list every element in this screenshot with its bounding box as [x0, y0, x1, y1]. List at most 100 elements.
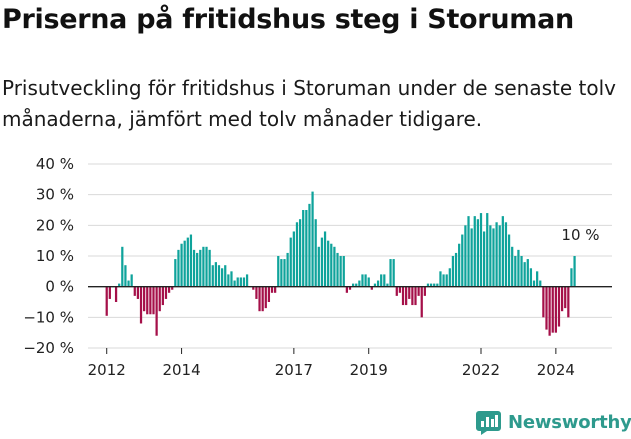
bar [420, 286, 423, 318]
bar [523, 262, 526, 287]
bar [501, 216, 504, 287]
bar [255, 286, 258, 299]
bar [108, 286, 111, 299]
bar [320, 237, 324, 287]
bar [314, 219, 317, 287]
bar [105, 286, 108, 316]
bar [526, 259, 529, 287]
x-tick-label: 2024 [537, 361, 575, 379]
bar [570, 268, 573, 287]
bar [492, 228, 495, 287]
bar [283, 259, 286, 287]
bar [177, 249, 180, 287]
bar [423, 286, 426, 296]
bar [517, 249, 520, 287]
bar [230, 271, 233, 287]
bar [376, 280, 380, 287]
bar [171, 286, 174, 290]
bar [548, 286, 551, 336]
y-tick-label: 30 % [36, 186, 74, 204]
bar [236, 277, 239, 287]
bar [192, 249, 196, 287]
bar [258, 286, 261, 312]
bar [336, 252, 339, 287]
bar [270, 286, 274, 293]
bar [373, 283, 377, 287]
bar [560, 286, 564, 312]
bar [461, 234, 464, 287]
chart-subtitle: Prisutveckling för fritidshus i Storuman… [2, 76, 617, 131]
bar [495, 222, 498, 287]
bar [161, 286, 164, 306]
bar [143, 286, 146, 312]
bar [245, 274, 249, 287]
bar [367, 277, 370, 287]
bar [227, 274, 230, 287]
bar [333, 246, 336, 287]
bar [267, 286, 271, 302]
bar [539, 280, 542, 287]
bar [242, 277, 246, 287]
bar [277, 256, 280, 287]
bar [355, 283, 358, 287]
x-tick-label: 2019 [350, 361, 388, 379]
bar [351, 283, 355, 287]
bar [476, 219, 480, 287]
bar [224, 265, 227, 287]
bar [327, 240, 330, 287]
bar [436, 283, 439, 287]
bar [339, 256, 342, 287]
bar [130, 274, 133, 287]
bar [167, 286, 171, 293]
x-tick-label: 2012 [88, 361, 126, 379]
bar [370, 286, 373, 290]
newsworthy-logo-icon [476, 410, 501, 435]
bar [189, 234, 193, 287]
bar [511, 246, 514, 287]
bar [520, 256, 523, 287]
bar [429, 283, 433, 287]
bar [358, 280, 361, 287]
bar [401, 286, 405, 306]
chart-title: Priserna på fritidshus steg i Storuman [2, 4, 574, 35]
bar [164, 286, 168, 299]
bar [174, 259, 177, 287]
bar [467, 216, 470, 287]
bar [264, 286, 267, 309]
bar [414, 286, 417, 306]
bar [302, 210, 305, 287]
bar [205, 246, 208, 287]
bar [158, 286, 161, 312]
bar [220, 268, 224, 287]
bar [454, 252, 458, 287]
bar [317, 246, 320, 287]
bar [482, 231, 486, 287]
bar [202, 246, 205, 287]
bar [514, 256, 517, 287]
bar [121, 246, 124, 287]
bar [504, 222, 508, 287]
bar [298, 219, 302, 287]
x-tick-label: 2022 [462, 361, 500, 379]
bar [573, 256, 576, 287]
bar [498, 225, 501, 287]
bar [214, 262, 218, 287]
bar [473, 216, 476, 287]
bar [445, 274, 448, 287]
y-tick-label: −10 % [23, 308, 74, 326]
x-tick-label: 2017 [275, 361, 313, 379]
bar [155, 286, 158, 336]
bar [274, 286, 277, 293]
bar [567, 286, 570, 318]
bar [442, 274, 445, 287]
bar [118, 283, 121, 287]
bar [183, 240, 186, 287]
bar [180, 243, 183, 287]
bar [386, 283, 389, 287]
bar [133, 286, 136, 296]
bar [507, 234, 511, 287]
newsworthy-brand[interactable]: Newsworthy [475, 408, 631, 436]
brand-name: Newsworthy [508, 411, 631, 433]
bar [186, 237, 189, 287]
bar [426, 283, 430, 287]
